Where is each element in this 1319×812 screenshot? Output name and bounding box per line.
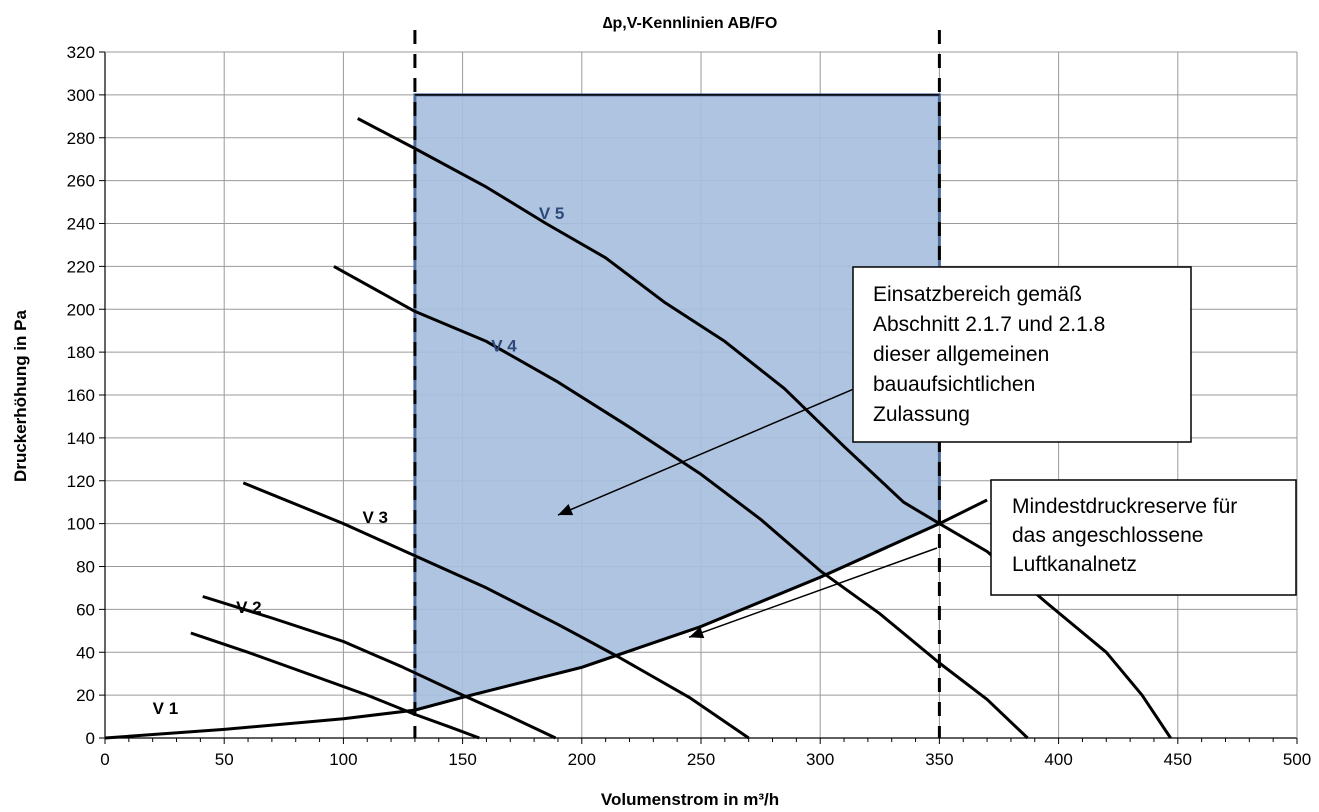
curve-v2 — [202, 595, 557, 740]
annotation-text-line: Luftkanalnetz — [1012, 553, 1137, 576]
annotation-text-line: Mindestdruckreserve für — [1012, 495, 1237, 518]
curve-v5 — [357, 117, 1172, 739]
curve-labels: V 1 V 2 V 3 V 4 V 5 — [153, 204, 565, 718]
x-tick-label: 150 — [448, 750, 476, 769]
x-tick-label: 100 — [329, 750, 357, 769]
y-tick-label: 200 — [67, 300, 95, 319]
x-axis-title: Volumenstrom in m³/h — [601, 790, 779, 809]
annotation-arrowhead — [557, 504, 574, 516]
x-tick-label: 400 — [1044, 750, 1072, 769]
x-tick-label: 450 — [1164, 750, 1192, 769]
x-tick-label: 200 — [568, 750, 596, 769]
y-axis-title: Druckerhöhung in Pa — [11, 310, 30, 482]
fan-curves — [104, 117, 1172, 740]
y-tick-labels: 0 20 40 60 80 100 120 140 160 180 200 220 240 260 280 3… — [67, 43, 95, 748]
annotation-box — [852, 266, 1192, 443]
curve-v4 — [333, 265, 1029, 740]
curve-label-v4: V 4 — [491, 337, 517, 356]
y-tick-label: 160 — [67, 386, 95, 405]
curve-v3 — [242, 481, 750, 740]
annotation-arrowhead — [689, 626, 705, 639]
y-tick-label: 260 — [67, 172, 95, 191]
y-tick-label: 300 — [67, 86, 95, 105]
annotation-text-line: das angeschlossene — [1012, 524, 1203, 547]
y-tick-label: 180 — [67, 343, 95, 362]
dashed-limits — [413, 30, 941, 738]
curve-label-v3: V 3 — [362, 508, 388, 527]
x-tick-label: 50 — [215, 750, 234, 769]
x-tick-label: 0 — [100, 750, 109, 769]
annotation-text-line: Einsatzbereich gemäß — [873, 283, 1082, 306]
y-tick-label: 120 — [67, 472, 95, 491]
annotations: Einsatzbereich gemäß Abschnitt 2.1.7 und … — [557, 266, 1297, 639]
plot-frame — [99, 51, 1298, 744]
y-tick-label: 20 — [76, 686, 95, 705]
x-tick-label: 250 — [687, 750, 715, 769]
x-tick-label: 500 — [1283, 750, 1311, 769]
y-tick-label: 280 — [67, 129, 95, 148]
y-tick-label: 240 — [67, 215, 95, 234]
annotation-text-line: Abschnitt 2.1.7 und 2.1.8 — [873, 313, 1105, 336]
annotation-box — [990, 479, 1297, 596]
annotation-text-line: Zulassung — [873, 403, 970, 426]
annotation-text-line: dieser allgemeinen — [873, 343, 1049, 366]
y-tick-label: 220 — [67, 257, 95, 276]
curve-v1 — [190, 631, 480, 740]
y-tick-label: 140 — [67, 429, 95, 448]
y-tick-label: 80 — [76, 558, 95, 577]
curve-label-v2: V 2 — [236, 598, 262, 617]
y-tick-label: 320 — [67, 43, 95, 62]
x-tick-labels: 0 50 100 150 200 250 300 350 400 450 500 — [100, 750, 1311, 769]
y-tick-label: 40 — [76, 643, 95, 662]
annotation-arrow-line — [688, 547, 938, 638]
y-tick-label: 60 — [76, 600, 95, 619]
x-tick-label: 350 — [925, 750, 953, 769]
curve-label-v1: V 1 — [153, 699, 179, 718]
chart-title: ∆p,V-Kennlinien AB/FO — [603, 15, 778, 32]
system-curve — [104, 498, 988, 740]
x-tick-label: 300 — [806, 750, 834, 769]
y-tick-label: 100 — [67, 515, 95, 534]
y-tick-label: 0 — [86, 729, 95, 748]
annotation-text-line: bauaufsichtlichen — [873, 373, 1035, 396]
curve-label-v5: V 5 — [539, 204, 565, 223]
